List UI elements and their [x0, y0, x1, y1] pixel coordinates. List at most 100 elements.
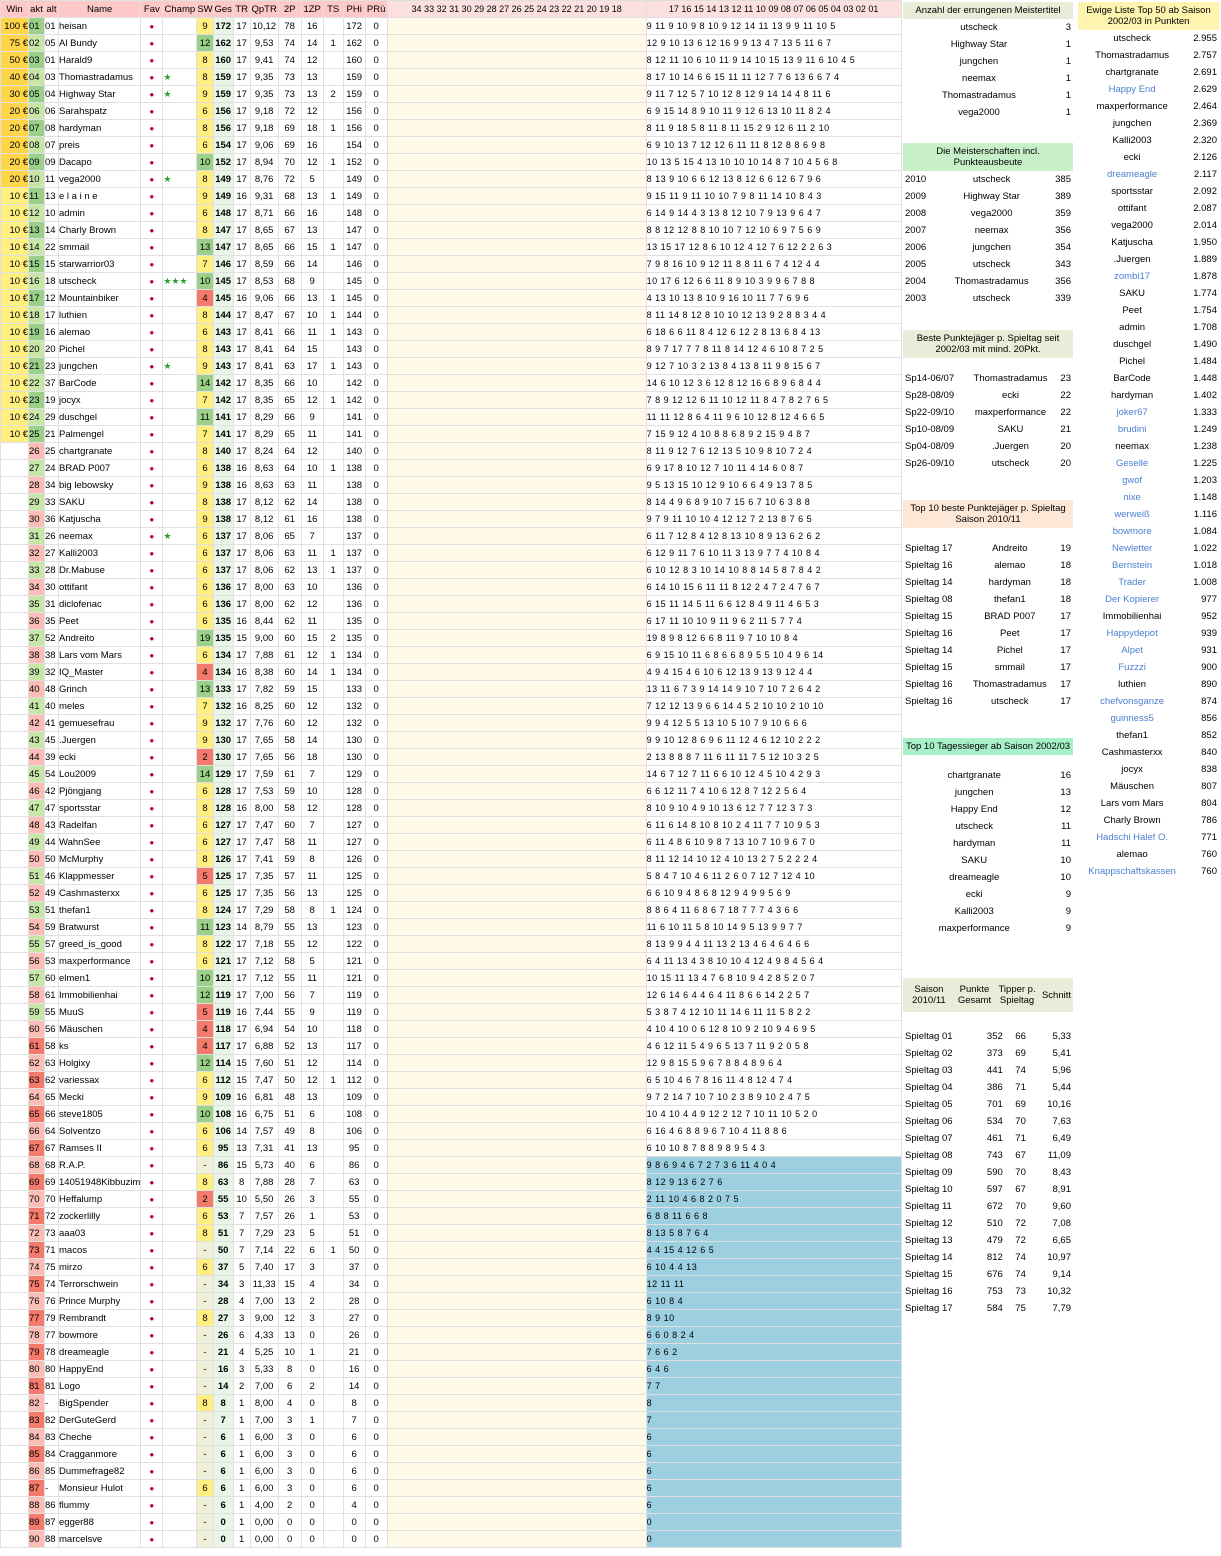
name-cell[interactable]: .Juergen — [57, 731, 142, 749]
name-cell[interactable]: aaa03 — [57, 1224, 142, 1242]
name-cell[interactable]: diclofenac — [57, 595, 142, 613]
name-cell[interactable]: DerGuteGerd — [57, 1411, 142, 1429]
name-cell[interactable]: BarCode — [57, 374, 142, 392]
name-cell[interactable]: Cragganmore — [57, 1445, 142, 1463]
name-cell[interactable]: Logo — [57, 1377, 142, 1395]
name-cell[interactable]: McMurphy — [57, 850, 142, 868]
name-cell[interactable]: zockerlilly — [57, 1207, 142, 1225]
name-cell[interactable]: Charly Brown — [57, 221, 142, 239]
name-cell[interactable]: Heffalump — [57, 1190, 142, 1208]
name-cell[interactable]: mirzo — [57, 1258, 142, 1276]
name-cell[interactable]: Prince Murphy — [57, 1292, 142, 1310]
name-cell[interactable]: e l a i n e — [57, 187, 142, 205]
name-cell[interactable]: alemao — [57, 323, 142, 341]
name-cell[interactable]: admin — [57, 204, 142, 222]
name-cell[interactable]: Palmengel — [57, 425, 142, 443]
col-akt[interactable]: akt — [28, 0, 45, 18]
name-cell[interactable]: ottifant — [57, 578, 142, 596]
name-cell[interactable]: elmen1 — [57, 969, 142, 987]
name-cell[interactable]: IQ_Master — [57, 663, 142, 681]
name-cell[interactable]: neemax — [57, 527, 142, 545]
name-cell[interactable]: heisan — [57, 17, 142, 35]
name-cell[interactable]: sportsstar — [57, 799, 142, 817]
name-cell[interactable]: variessax — [57, 1071, 142, 1089]
name-cell[interactable]: macos — [57, 1241, 142, 1259]
name-cell[interactable]: Al Bundy — [57, 34, 142, 52]
name-cell[interactable]: jungchen — [57, 357, 142, 375]
name-cell[interactable]: meles — [57, 697, 142, 715]
name-cell[interactable]: Bratwurst — [57, 918, 142, 936]
name-cell[interactable]: duschgel — [57, 408, 142, 426]
col-win[interactable]: Win — [0, 0, 29, 18]
name-cell[interactable]: SAKU — [57, 493, 142, 511]
name-cell[interactable]: Mäuschen — [57, 1020, 142, 1038]
name-cell[interactable]: Mecki — [57, 1088, 142, 1106]
name-cell[interactable]: BigSpender — [57, 1394, 142, 1412]
name-cell[interactable]: Pichel — [57, 340, 142, 358]
name-cell[interactable]: flummy — [57, 1496, 142, 1514]
name-cell[interactable]: HappyEnd — [57, 1360, 142, 1378]
name-cell[interactable]: Highway Star — [57, 85, 142, 103]
name-cell[interactable]: luthien — [57, 306, 142, 324]
name-cell[interactable]: Kalli2003 — [57, 544, 142, 562]
col-ts[interactable]: TS — [322, 0, 344, 18]
name-cell[interactable]: Dacapo — [57, 153, 142, 171]
name-cell[interactable]: Lou2009 — [57, 765, 142, 783]
name-cell[interactable]: BRAD P007 — [57, 459, 142, 477]
col-pru[interactable]: PRü — [364, 0, 388, 18]
name-cell[interactable]: Radelfan — [57, 816, 142, 834]
name-cell[interactable]: ks — [57, 1037, 142, 1055]
name-cell[interactable]: greed_is_good — [57, 935, 142, 953]
name-cell[interactable]: Ramses II — [57, 1139, 142, 1157]
name-cell[interactable]: Katjuscha — [57, 510, 142, 528]
col-sw[interactable]: SW — [196, 0, 214, 18]
col-ges[interactable]: Ges — [212, 0, 234, 18]
name-cell[interactable]: MuuS — [57, 1003, 142, 1021]
name-cell[interactable]: Mountainbiker — [57, 289, 142, 307]
col-tr[interactable]: TR — [232, 0, 251, 18]
name-cell[interactable]: Monsieur Hulot — [57, 1479, 142, 1497]
col-alt[interactable]: alt — [44, 0, 59, 18]
name-cell[interactable]: jocyx — [57, 391, 142, 409]
name-cell[interactable]: chartgranate — [57, 442, 142, 460]
col-qptr[interactable]: QpTR — [249, 0, 279, 18]
name-cell[interactable]: maxperformance — [57, 952, 142, 970]
name-cell[interactable]: preis — [57, 136, 142, 154]
name-cell[interactable]: Lars vom Mars — [57, 646, 142, 664]
col-1zp[interactable]: 1ZP — [300, 0, 324, 18]
name-cell[interactable]: smmail — [57, 238, 142, 256]
name-cell[interactable]: Cheche — [57, 1428, 142, 1446]
name-cell[interactable]: Immobilienhai — [57, 986, 142, 1004]
name-cell[interactable]: Rembrandt — [57, 1309, 142, 1327]
name-cell[interactable]: bowmore — [57, 1326, 142, 1344]
name-cell[interactable]: egger88 — [57, 1513, 142, 1531]
col-phi[interactable]: PHi — [342, 0, 366, 18]
name-cell[interactable]: hardyman — [57, 119, 142, 137]
col-name[interactable]: Name — [57, 0, 142, 18]
name-cell[interactable]: Peet — [57, 612, 142, 630]
name-cell[interactable]: WahnSee — [57, 833, 142, 851]
name-cell[interactable]: Solventzo — [57, 1122, 142, 1140]
name-cell[interactable]: utscheck — [57, 272, 142, 290]
name-cell[interactable]: big lebowsky — [57, 476, 142, 494]
name-cell[interactable]: Grinch — [57, 680, 142, 698]
name-cell[interactable]: starwarrior03 — [57, 255, 142, 273]
name-cell[interactable]: thefan1 — [57, 901, 142, 919]
col-fav[interactable]: Fav — [140, 0, 164, 18]
name-cell[interactable]: Andreito — [57, 629, 142, 647]
name-cell[interactable]: Klappmesser — [57, 867, 142, 885]
name-cell[interactable]: gemuesefrau — [57, 714, 142, 732]
name-cell[interactable]: Holgixy — [57, 1054, 142, 1072]
name-cell[interactable]: marcelsve — [57, 1530, 142, 1548]
name-cell[interactable]: Sarahspatz — [57, 102, 142, 120]
name-cell[interactable]: dreameagle — [57, 1343, 142, 1361]
name-cell[interactable]: Cashmasterxx — [57, 884, 142, 902]
name-cell[interactable]: 14051948Kibbuzim — [57, 1173, 142, 1191]
col-champ[interactable]: Champ — [162, 0, 198, 18]
name-cell[interactable]: ecki — [57, 748, 142, 766]
col-2p[interactable]: 2P — [277, 0, 302, 18]
name-cell[interactable]: Terrorschwein — [57, 1275, 142, 1293]
name-cell[interactable]: Harald9 — [57, 51, 142, 69]
name-cell[interactable]: Thomastradamus — [57, 68, 142, 86]
name-cell[interactable]: Dr.Mabuse — [57, 561, 142, 579]
